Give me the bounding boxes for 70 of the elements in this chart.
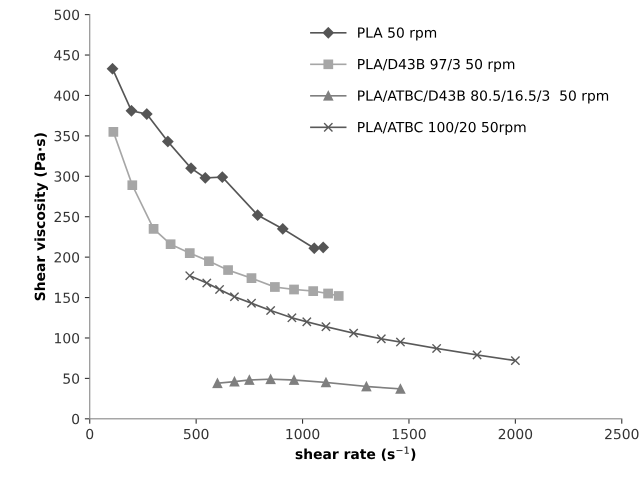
y-tick-label: 500 [54,10,80,20]
y-tick-label: 150 [55,292,80,304]
legend-label: PLA/D43B 97/3 50 rpm [358,58,514,72]
x-tick-label: 2500 [605,428,639,440]
point [289,284,299,294]
point [166,239,176,250]
point [510,356,520,366]
y-tick-label: 50 [63,373,80,384]
point [321,378,331,388]
x-tick-label: 2000 [498,428,532,440]
point [216,171,228,183]
y-tick-label: 200 [54,252,80,263]
point [432,344,442,354]
point [202,278,212,288]
point [270,282,280,292]
x-tick-label: 500 [184,428,208,440]
point [212,378,222,388]
point [184,270,195,281]
point [308,242,320,254]
y-tick-label: 300 [54,171,80,182]
point [289,375,299,385]
x-tick-label: 1500 [392,428,426,440]
point [223,265,233,275]
point [246,273,256,284]
point [126,105,138,116]
legend-label: PLA 50 rpm [358,27,436,41]
x-tick-label: 1000 [286,428,320,440]
point [318,242,329,254]
point [321,322,331,332]
point [266,306,276,316]
point [244,375,254,385]
x-tick-label: 0 [86,428,94,440]
point [230,376,240,386]
point [376,334,386,344]
legend-label: PLA/ATBC 100/20 50rpm [358,122,526,136]
point [266,374,276,384]
point [308,286,318,296]
point [472,350,482,360]
point [277,223,288,234]
point [214,284,224,294]
point [148,224,158,234]
point [396,384,406,394]
point [230,292,240,302]
point [396,337,406,347]
point [106,63,118,74]
point [184,248,195,258]
y-tick-label: 350 [54,130,80,142]
x-axis-title: shear rate (s$^{−1}$) [296,446,416,461]
y-tick-label: 0 [72,414,80,424]
point [127,180,138,190]
point [200,172,211,184]
point [252,209,264,221]
point [323,288,333,298]
point [162,136,174,148]
y-tick-label: 100 [55,332,80,344]
y-tick-label: 450 [54,50,80,61]
y-tick-label: 250 [54,212,80,222]
point [334,291,344,301]
point [246,298,256,308]
point [287,312,297,323]
point [302,316,312,327]
point [141,108,152,120]
y-tick-label: 400 [54,90,80,101]
point [185,162,197,174]
point [108,126,118,137]
point [362,382,372,392]
point [348,328,358,338]
point [204,256,214,266]
y-axis-title: Shear viscosity (Pa·s) [34,133,48,300]
legend-label: PLA/ATBC/D43B 80.5/16.5/3 50 rpm [358,90,608,104]
